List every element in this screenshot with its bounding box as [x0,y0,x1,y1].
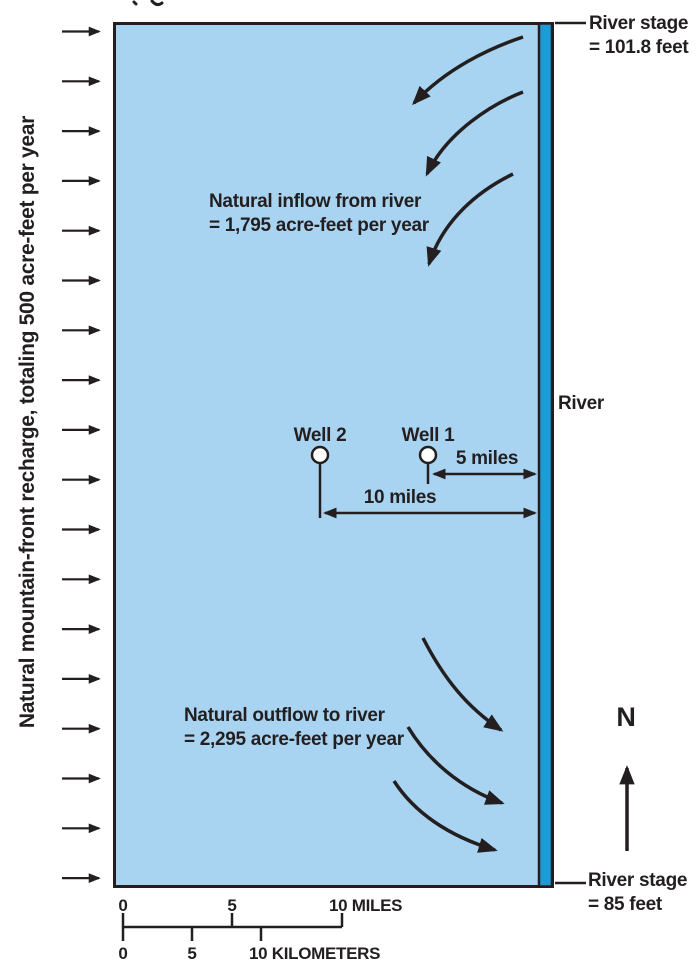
scale-km-5: 5 [187,944,197,963]
aquifer-area [113,22,554,888]
inflow-arrows [412,35,524,267]
north-label: N [616,702,636,732]
outflow-arrow [406,726,505,805]
river-strip [537,22,554,888]
well-2-circle [310,445,330,465]
scale-miles-10: 10 MILES [329,896,403,915]
river-stage-top-line1: River stage [589,13,689,34]
outflow-label: Natural outflow to river = 2,295 acre-fe… [184,704,404,752]
outflow-line1: Natural outflow to river [184,705,385,726]
well-1-label: Well 1 [401,425,455,446]
scale-miles-5: 5 [227,896,237,915]
outflow-arrow [392,780,498,853]
well-2-label: Well 2 [293,425,347,446]
dimension-10-miles-label: 10 miles [363,487,437,508]
scale-km-10: 10 KILOMETERS [249,944,381,963]
inflow-arrow [426,172,514,267]
well-1-circle [418,445,438,465]
river-stage-top-line2: = 101.8 feet [589,37,689,58]
outflow-arrow [421,637,504,732]
inflow-line1: Natural inflow from river [209,191,422,212]
inflow-arrow [412,35,524,106]
river-stage-bottom-line1: River stage [588,870,688,891]
outflow-line2: = 2,295 acre-feet per year [184,729,404,750]
scale-km-0: 0 [118,944,128,963]
scale-bar [121,913,344,941]
well-1-marker [418,445,438,484]
inflow-arrow [425,90,524,177]
outflow-arrows [392,637,505,853]
inflow-line2: = 1,795 acre-feet per year [209,215,429,236]
inflow-label: Natural inflow from river = 1,795 acre-f… [209,190,429,238]
well-2-marker [310,445,330,518]
river-stage-bottom-label: River stage = 85 feet [588,869,687,917]
scale-miles-0: 0 [118,896,128,915]
cropped-text-fragment [132,0,164,7]
dimension-5-miles-label: 5 miles [455,448,519,469]
river-label: River [558,393,605,414]
river-stage-bottom-line2: = 85 feet [588,894,662,915]
recharge-label: Natural mountain-front recharge, totalin… [16,115,39,729]
recharge-arrows [62,26,101,883]
river-stage-top-label: River stage = 101.8 feet [589,12,689,60]
